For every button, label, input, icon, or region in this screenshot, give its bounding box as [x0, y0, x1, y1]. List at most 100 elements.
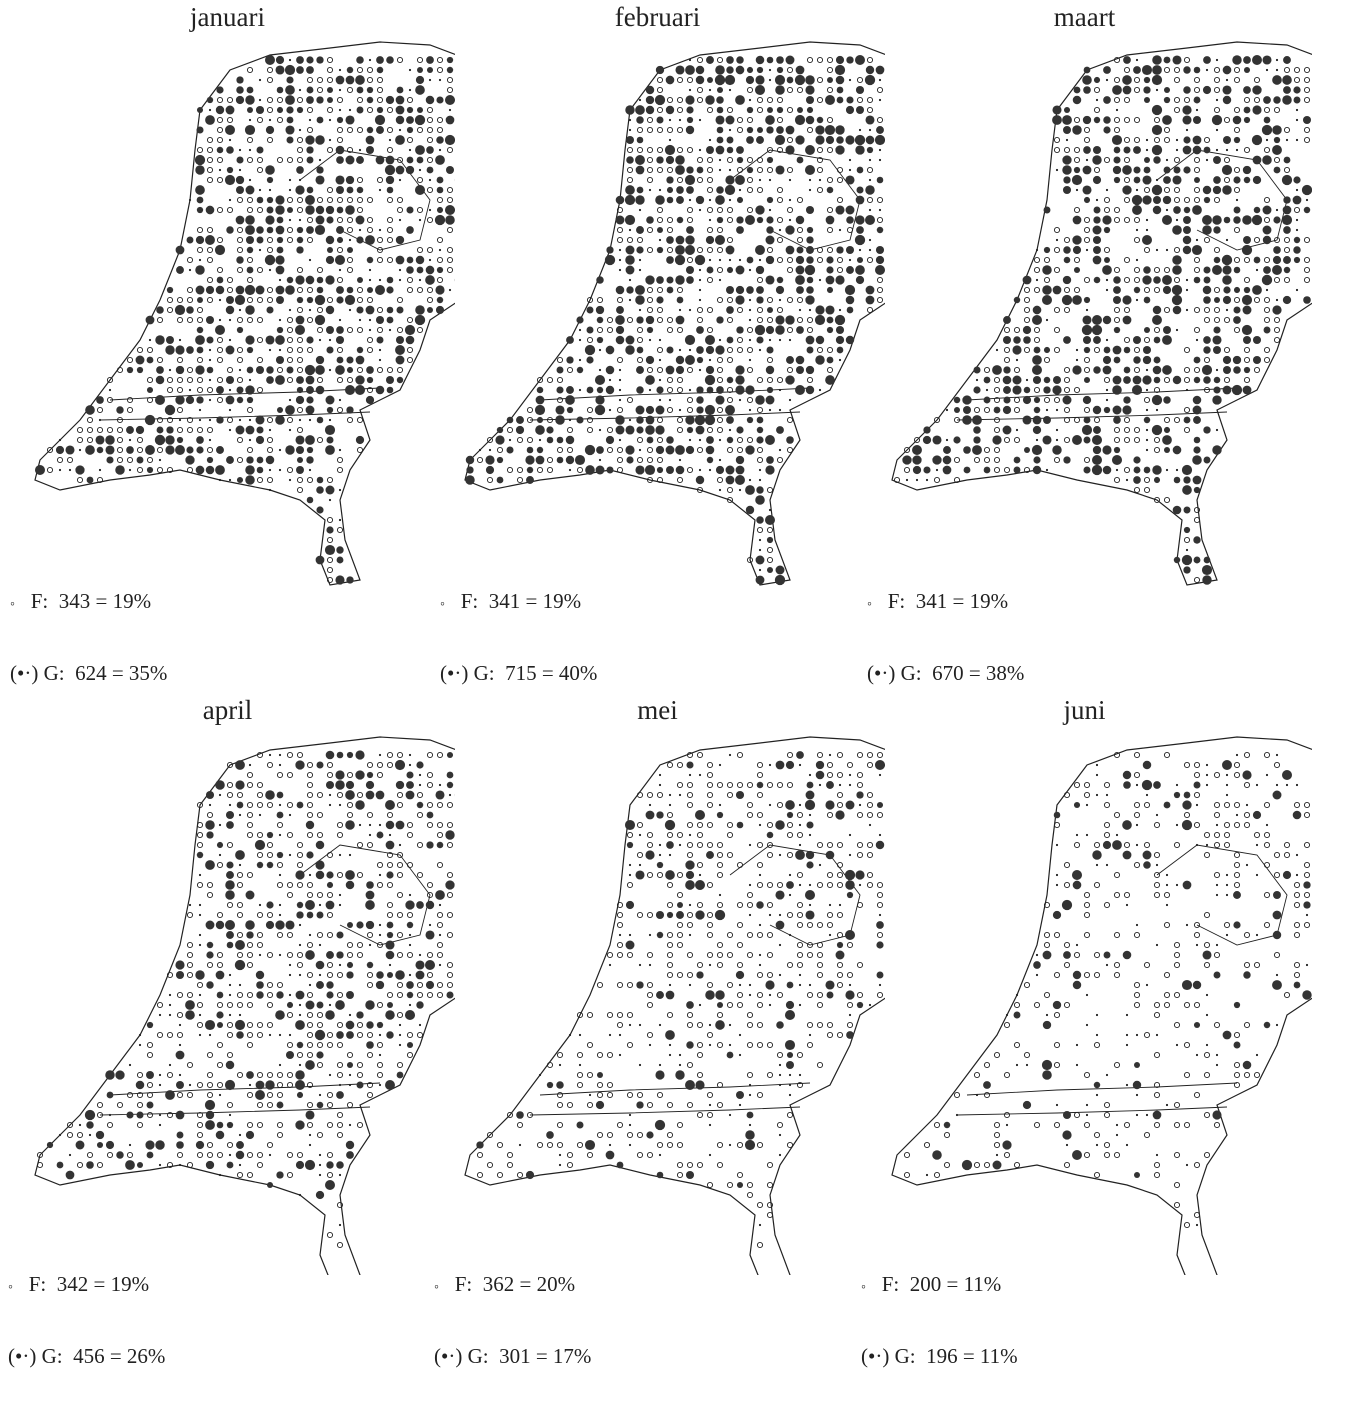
open-circle	[837, 912, 842, 917]
filled-dot	[1073, 981, 1081, 989]
open-circle	[777, 187, 782, 192]
open-circle	[1194, 1092, 1199, 1097]
open-circle	[817, 922, 822, 927]
open-circle	[567, 447, 572, 452]
filled-dot	[35, 465, 45, 475]
small-dot	[1136, 924, 1138, 926]
filled-dot	[666, 366, 675, 375]
open-circle	[47, 467, 52, 472]
filled-dot	[587, 387, 594, 394]
open-circle	[267, 992, 272, 997]
filled-dot	[1173, 376, 1181, 384]
open-circle	[1124, 197, 1129, 202]
open-circle	[297, 1152, 302, 1157]
small-dot	[239, 369, 241, 371]
filled-dot	[96, 396, 104, 404]
small-dot	[1216, 149, 1218, 151]
filled-dot	[1153, 196, 1161, 204]
filled-dot	[337, 557, 344, 564]
small-dot	[1256, 874, 1258, 876]
filled-dot	[963, 406, 971, 414]
open-circle	[1084, 972, 1089, 977]
filled-dot	[1183, 86, 1191, 94]
small-dot	[319, 1174, 321, 1176]
filled-dot	[845, 880, 855, 890]
small-dot	[319, 1094, 321, 1096]
filled-dot	[367, 127, 373, 133]
open-circle	[217, 952, 222, 957]
filled-dot	[1214, 297, 1220, 303]
open-circle	[707, 782, 712, 787]
small-dot	[409, 764, 411, 766]
open-circle	[307, 992, 312, 997]
filled-dot	[196, 1141, 204, 1149]
filled-dot	[1203, 266, 1210, 273]
filled-dot	[97, 447, 104, 454]
small-dot	[339, 319, 341, 321]
filled-dot	[345, 385, 355, 395]
filled-dot	[1263, 266, 1271, 274]
filled-dot	[636, 246, 643, 253]
open-circle	[687, 1162, 692, 1167]
filled-dot	[675, 155, 685, 165]
open-circle	[277, 772, 282, 777]
open-circle	[1294, 892, 1299, 897]
filled-dot	[156, 366, 164, 374]
open-circle	[1174, 952, 1179, 957]
open-circle	[787, 912, 792, 917]
small-dot	[229, 409, 231, 411]
filled-dot	[837, 97, 844, 104]
filled-dot	[665, 820, 675, 830]
open-circle	[407, 97, 412, 102]
open-circle	[1174, 197, 1179, 202]
open-circle	[1144, 1132, 1149, 1137]
filled-dot	[625, 215, 635, 225]
open-circle	[1274, 327, 1279, 332]
small-dot	[1096, 764, 1098, 766]
small-dot	[339, 804, 341, 806]
filled-dot	[912, 455, 921, 464]
open-circle	[347, 267, 352, 272]
open-circle	[287, 197, 292, 202]
small-dot	[669, 139, 671, 141]
small-dot	[809, 814, 811, 816]
open-circle	[1204, 237, 1209, 242]
filled-dot	[787, 77, 794, 84]
small-dot	[259, 99, 261, 101]
small-dot	[339, 854, 341, 856]
filled-dot	[195, 365, 204, 374]
open-circle	[587, 1152, 592, 1157]
small-dot	[779, 1074, 781, 1076]
filled-dot	[756, 556, 765, 565]
small-dot	[749, 319, 751, 321]
small-dot	[759, 479, 761, 481]
open-circle	[597, 327, 602, 332]
filled-dot	[1173, 446, 1182, 455]
open-circle	[637, 822, 642, 827]
open-circle	[717, 952, 722, 957]
small-dot	[479, 449, 481, 451]
open-circle	[817, 752, 822, 757]
filled-dot	[675, 245, 685, 255]
open-circle	[707, 1032, 712, 1037]
open-circle	[687, 792, 692, 797]
open-circle	[1204, 912, 1209, 917]
open-circle	[1174, 842, 1179, 847]
open-circle	[1124, 157, 1129, 162]
filled-dot	[355, 75, 365, 85]
filled-dot	[265, 335, 274, 344]
small-dot	[639, 209, 641, 211]
small-dot	[769, 409, 771, 411]
open-circle	[247, 207, 252, 212]
open-circle	[1124, 217, 1129, 222]
small-dot	[769, 339, 771, 341]
open-circle	[227, 277, 232, 282]
open-circle	[1304, 802, 1309, 807]
filled-dot	[336, 326, 344, 334]
filled-dot	[346, 991, 354, 999]
open-circle	[607, 447, 612, 452]
filled-dot	[1082, 425, 1092, 435]
small-dot	[169, 1014, 171, 1016]
filled-dot	[355, 770, 364, 779]
filled-dot	[1213, 326, 1220, 333]
